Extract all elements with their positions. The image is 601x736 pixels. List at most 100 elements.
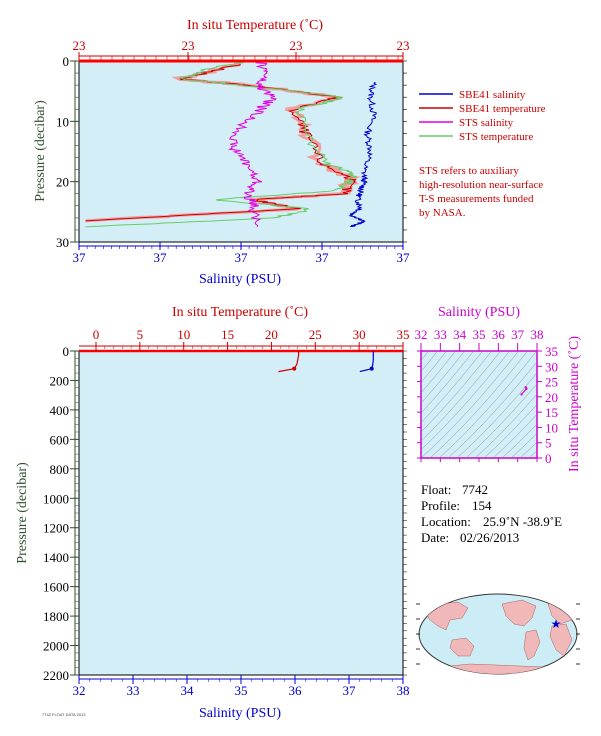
bottom-pressure-tick-label: 600 — [50, 432, 70, 447]
ts-sal-tick-label: 35 — [473, 327, 486, 342]
ts-point — [520, 393, 523, 396]
legend: SBE41 salinity SBE41 temperature STS salin… — [419, 89, 546, 143]
ts-temp-tick-label: 25 — [545, 375, 558, 390]
note-line: T-S measurements funded — [419, 193, 534, 205]
ts-sal-ticks: 32 33 34 35 36 37 38 — [415, 327, 544, 342]
ts-density-contour — [456, 372, 537, 458]
bottom-pressure-tick-label: 200 — [50, 373, 70, 388]
ts-series — [520, 386, 528, 396]
land-australia — [449, 637, 475, 657]
ts-density-contour — [501, 423, 537, 458]
bottom-series-line-temperature — [278, 351, 300, 373]
bottom-sal-tick-label: 36 — [289, 683, 303, 698]
top-pressure-tick-label: 10 — [56, 114, 69, 129]
float-label: Float: — [421, 482, 451, 497]
bottom-temp-tick-label: 0 — [93, 327, 100, 342]
bottom-temp-tick-label: 20 — [265, 327, 278, 342]
ts-density-contour — [447, 361, 537, 458]
bottom-temp-tick-label: 10 — [177, 327, 190, 342]
ts-density-contour — [421, 351, 510, 451]
top-temp-tick-label: 23 — [290, 38, 303, 53]
ts-density-contour — [519, 441, 537, 458]
ts-density-contour — [528, 450, 537, 458]
top-pressure-tick-label: 0 — [63, 54, 70, 69]
map-ticks — [416, 603, 580, 665]
bottom-pressure-tick-label: 1400 — [43, 550, 69, 565]
bottom-pressure-tick-label: 400 — [50, 403, 70, 418]
note-line: STS refers to auxiliary — [419, 165, 519, 177]
ts-density-contours — [421, 351, 537, 458]
bottom-sal-axis — [78, 675, 404, 684]
bottom-pressure-axis — [70, 350, 407, 676]
ts-density-contour — [429, 351, 528, 458]
ts-density-contour — [421, 351, 483, 424]
ts-temp-tick-label: 35 — [545, 344, 558, 359]
bottom-pressure-tick-label: 1800 — [43, 609, 69, 624]
bottom-pressure-tick-label: 1000 — [43, 491, 69, 506]
top-sal-tick-label: 37 — [316, 250, 330, 265]
ts-sal-tick-label: 38 — [531, 327, 544, 342]
top-temp-axis-label: In situ Temperature (˚C) — [187, 18, 323, 33]
ts-point — [525, 387, 528, 391]
ts-density-contour — [438, 351, 537, 458]
top-series — [85, 62, 378, 228]
ts-density-contour — [492, 413, 537, 458]
ts-sal-tick-label: 33 — [434, 327, 447, 342]
bottom-pressure-tick-label: 1600 — [43, 580, 69, 595]
top-series-line-sts-temperature — [85, 62, 358, 228]
land-north-america — [501, 599, 537, 627]
ts-sal-axis-label: Salinity (PSU) — [438, 305, 520, 320]
float-info: Float: 7742 Profile: 154 Location: 25.9˚… — [421, 482, 562, 545]
note-line: high-resolution near-surface — [419, 179, 543, 191]
date-value: 02/26/2013 — [460, 530, 519, 545]
bottom-panel: In situ Temperature (˚C) 0 5 10 15 20 25 30 35 … — [15, 305, 410, 721]
bottom-pressure-ticks: 0 200 400 600 800 1000 1200 1400 1600 1800 2000 220… — [43, 344, 69, 683]
bottom-sal-ticks: 32 33 34 35 36 37 38 — [73, 683, 410, 698]
top-series-line-sbe41-temperature — [85, 63, 357, 222]
top-sal-tick-label: 37 — [235, 250, 249, 265]
top-sal-tick-label: 37 — [73, 250, 87, 265]
bottom-temp-ticks: 0 5 10 15 20 25 30 35 — [93, 327, 410, 342]
bottom-temp-tick-label: 25 — [309, 327, 322, 342]
top-temp-tick-label: 23 — [397, 38, 410, 53]
world-map: ★ — [416, 593, 580, 675]
top-pressure-ticks: 0 10 20 30 — [56, 54, 69, 250]
location-value: 25.9˚N -38.9˚E — [483, 514, 562, 529]
ts-sal-tick-label: 32 — [415, 327, 428, 342]
top-pressure-axis — [70, 60, 407, 243]
bottom-temp-axis-label: In situ Temperature (˚C) — [172, 305, 308, 320]
float-location-marker: ★ — [551, 617, 562, 631]
bottom-pressure-tick-label: 800 — [50, 462, 70, 477]
top-sal-ticks: 37 37 37 37 37 — [73, 250, 411, 265]
legend-label: SBE41 temperature — [459, 103, 546, 115]
ts-temp-tick-label: 30 — [545, 359, 558, 374]
ts-sal-tick-label: 37 — [511, 327, 525, 342]
top-plot-area — [78, 60, 404, 243]
top-sal-tick-label: 37 — [154, 250, 168, 265]
ts-panel: Salinity (PSU) 32 33 34 35 36 37 38 In situ Te… — [415, 305, 583, 472]
bottom-temp-tick-label: 15 — [221, 327, 234, 342]
profile-label: Profile: — [421, 498, 460, 513]
sts-note: STS refers to auxiliary high-resolution n… — [419, 165, 543, 219]
ts-sal-axis — [420, 343, 538, 462]
ts-density-contour — [474, 393, 537, 458]
bottom-series — [278, 351, 374, 373]
ts-temp-tick-label: 15 — [545, 405, 558, 420]
bottom-temp-tick-label: 5 — [137, 327, 144, 342]
ts-temp-tick-label: 10 — [545, 420, 558, 435]
ts-density-contour — [421, 351, 501, 442]
ts-density-contour — [510, 432, 537, 458]
footer-note: 7742 FLOAT DATA 2013 — [42, 712, 86, 717]
top-pressure-axis-label: Pressure (decibar) — [33, 100, 48, 202]
bottom-pressure-tick-label: 1200 — [43, 521, 69, 536]
ts-temp-tick-label: 5 — [545, 436, 552, 451]
top-sal-tick-label: 37 — [397, 250, 411, 265]
bottom-sal-tick-label: 32 — [73, 683, 86, 698]
bottom-series-line-salinity — [359, 351, 374, 373]
top-temp-tick-label: 23 — [182, 38, 195, 53]
ts-sal-tick-label: 36 — [492, 327, 506, 342]
ts-density-contour — [421, 351, 447, 383]
bottom-series-point — [292, 366, 297, 371]
bottom-temp-tick-label: 30 — [353, 327, 366, 342]
